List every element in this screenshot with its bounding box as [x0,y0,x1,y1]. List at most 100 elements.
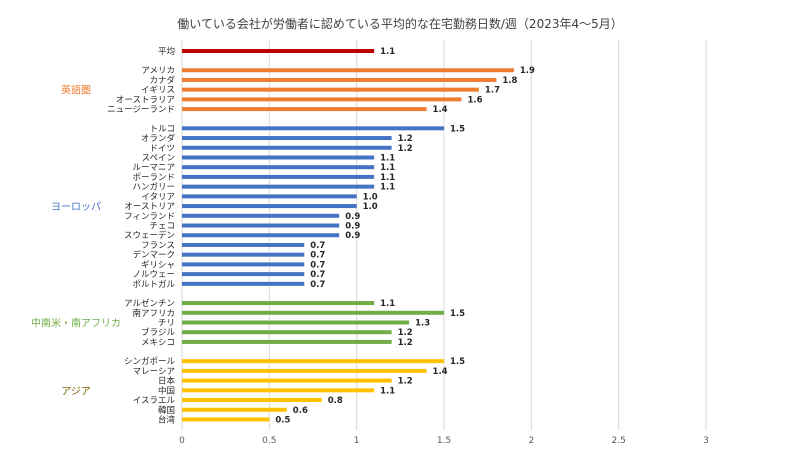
bar-row: メキシコ 1.2 [141,338,413,348]
category-label: ブラジル [141,327,175,338]
bar-row: フィンランド 0.9 [124,212,360,222]
bar [182,145,392,150]
bar-row: アメリカ 1.9 [141,66,535,76]
bar [182,378,392,383]
category-label: ノルウェー [132,270,175,280]
category-label: ニュージーランド [107,105,175,115]
data-label: 1.4 [433,367,448,377]
bar-row: オーストラリア 1.6 [116,95,483,105]
data-label: 1.1 [380,386,395,396]
bar-row: ドイツ 1.2 [149,144,412,154]
data-label: 0.7 [310,260,325,270]
data-label: 1.6 [467,95,482,105]
category-label: ポルトガル [132,279,175,290]
bar-row: 韓国 0.6 [158,405,308,416]
bar-row: 日本 1.2 [158,376,413,387]
bar [182,223,340,228]
bar [182,49,375,53]
data-label: 1.2 [398,134,413,144]
bar [182,233,340,238]
bar-row: チェコ 0.9 [149,222,360,232]
data-label: 1.1 [380,163,395,173]
bar [182,126,444,131]
bar-row: ハンガリー 1.1 [132,182,395,193]
data-label: 0.6 [293,406,308,416]
x-tick-label: 0.5 [262,436,276,446]
x-tick-label: 2 [528,436,534,446]
group-label: 中南米・南アフリカ [31,317,121,330]
bar [182,194,357,199]
bar-row: ポーランド 1.1 [132,173,395,183]
bar [182,262,305,267]
data-label: 0.7 [310,270,325,280]
group-label: 英語圏 [61,84,91,97]
category-label: イギリス [141,86,175,96]
data-label: 1.4 [433,105,448,115]
bar [182,165,375,170]
data-label: 1.1 [380,153,395,163]
gridlines [181,40,707,430]
bar [182,281,305,286]
bar-row: カナダ 1.8 [149,75,517,86]
bar [182,320,410,325]
data-label: 1.2 [398,338,413,348]
category-label: デンマーク [132,250,175,261]
bar-row: オーストリア 1.0 [124,202,377,212]
bar-row: スペイン 1.1 [142,153,396,163]
bar-row: チリ 1.3 [158,319,430,329]
category-label: アルゼンチン [124,298,175,309]
category-label: 台湾 [158,414,176,425]
data-label: 1.5 [450,309,465,319]
bar-row: イスラエル 0.8 [133,396,343,406]
category-label: フランス [141,241,175,251]
bar-row: 平均 1.1 [158,46,395,57]
category-label: トルコ [150,124,175,134]
x-tick-label: 3 [703,436,709,446]
data-label: 1.7 [485,86,500,96]
category-label: ギリシャ [141,260,175,270]
category-label: オーストラリア [116,95,175,105]
category-label: ハンガリー [132,182,175,193]
bar [182,310,444,315]
bar-row: イギリス 1.7 [141,86,500,96]
bar-row: ルーマニア 1.1 [132,163,395,173]
x-tick-label: 1.5 [437,436,451,446]
category-label: 南アフリカ [132,308,175,319]
category-label: 韓国 [158,405,175,416]
bar-row: デンマーク 0.7 [132,250,325,261]
data-label: 0.5 [275,415,290,425]
data-label: 1.1 [380,299,395,309]
category-label: ルーマニア [132,163,175,173]
bar-row: 中国 1.1 [158,385,395,396]
bar [182,398,322,403]
group-label: ヨーロッパ [51,201,101,213]
group-label: アジア [61,386,91,397]
bar-row: 台湾 0.5 [158,414,290,425]
data-label: 0.9 [345,222,360,232]
bar [182,204,357,209]
category-label: オーストリア [124,202,175,212]
bar [182,339,392,344]
data-label: 1.3 [415,319,430,329]
data-label: 1.1 [380,173,395,183]
data-label: 1.2 [398,377,413,387]
category-label: 日本 [158,376,176,387]
bar [182,388,375,393]
bar-row: 南アフリカ 1.5 [132,308,465,319]
category-label: チリ [158,319,175,329]
bar-row: トルコ 1.5 [150,124,465,134]
category-label: カナダ [149,75,175,86]
category-label: 中国 [158,385,175,396]
bar-row: ギリシャ 0.7 [141,260,325,270]
bar [182,87,479,92]
data-label: 1.2 [398,328,413,338]
data-label: 0.7 [310,241,325,251]
category-label: オランダ [141,133,176,144]
category-label: チェコ [149,222,175,232]
data-label: 0.9 [345,212,360,222]
data-label: 0.8 [328,396,343,406]
data-label: 1.8 [502,76,517,86]
category-label: スウェーデン [124,230,175,241]
data-label: 0.7 [310,280,325,290]
